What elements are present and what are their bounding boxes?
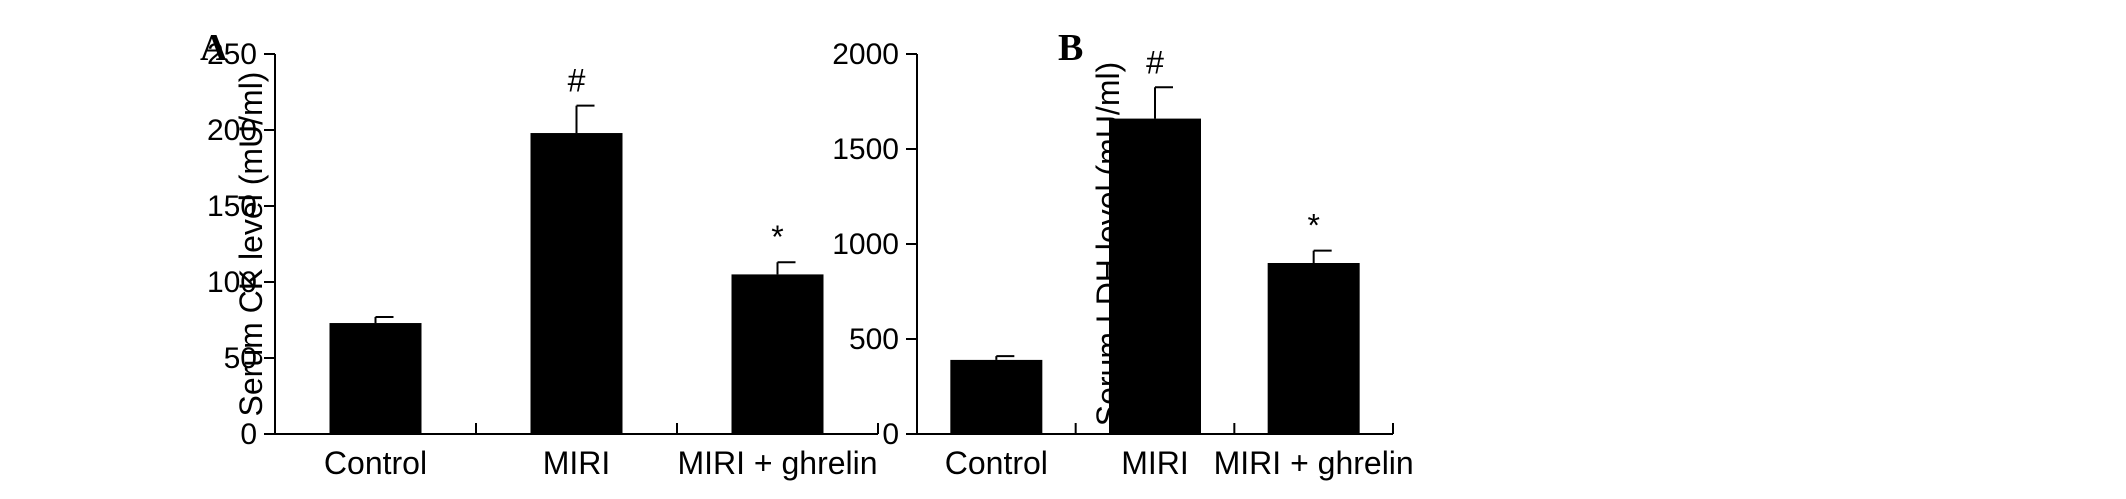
y-tick-label: 500 [849,323,899,356]
category-label: MIRI [543,445,611,481]
y-tick-label: 1000 [832,228,899,261]
significance-marker: # [1146,44,1164,80]
bar [1267,263,1360,434]
significance-marker: * [1307,208,1319,244]
panel-label: B [1058,27,1083,69]
bar [1109,118,1201,434]
bar [950,359,1043,434]
category-label: Control [945,445,1048,481]
category-label: Control [324,445,427,481]
significance-marker: * [771,219,783,255]
category-label: MIRI + ghrelin [677,445,877,481]
y-tick-label: 1500 [832,133,899,166]
significance-marker: # [568,63,586,99]
y-tick-label: 0 [240,418,257,451]
bar [329,323,422,434]
category-label: MIRI + ghrelin [1214,445,1414,481]
bar [530,133,623,435]
y-tick-label: 200 [207,114,257,147]
y-axis-title: Serum CK level (mU/ml) [233,72,269,417]
y-tick-label: 50 [224,342,257,375]
panel-label: A [200,27,228,69]
y-tick-label: 0 [882,418,899,451]
y-tick-label: 150 [207,190,257,223]
y-tick-label: 100 [207,266,257,299]
y-tick-label: 250 [207,38,257,71]
category-label: MIRI [1121,445,1189,481]
y-tick-label: 2000 [832,38,899,71]
bar [731,274,824,434]
